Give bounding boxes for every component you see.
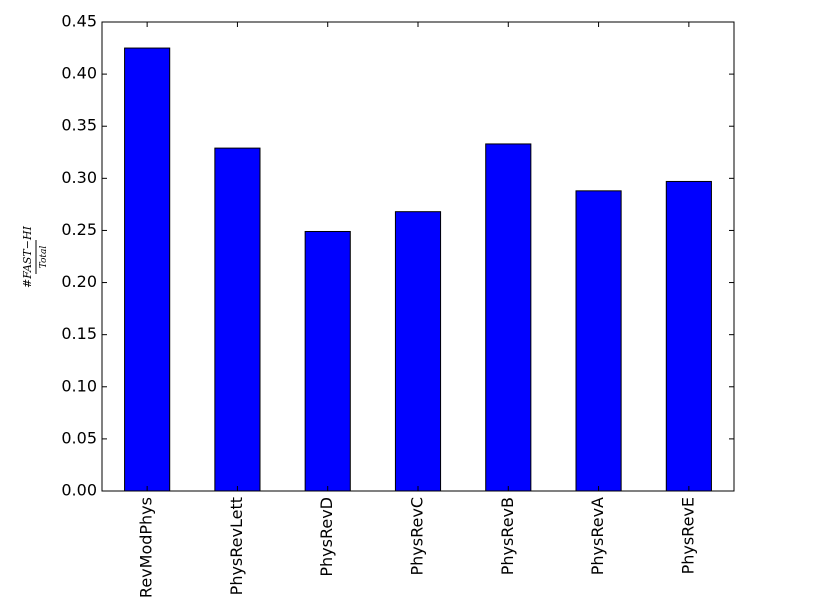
x-tick-label: PhysRevB [498, 497, 517, 575]
bar [485, 143, 532, 492]
x-tick-label: PhysRevA [588, 497, 607, 575]
x-tick-label: PhysRevC [408, 497, 427, 575]
bar [394, 211, 442, 492]
y-tick-label: 0.45 [61, 12, 97, 31]
bar [665, 180, 712, 492]
x-tick-label: PhysRevE [678, 497, 697, 574]
x-tick-label: PhysRevLett [227, 497, 246, 595]
x-tick-label: RevModPhys [137, 497, 156, 598]
bar [124, 47, 171, 492]
y-tick-label: 0.05 [61, 428, 97, 447]
y-tick-label: 0.25 [61, 220, 97, 239]
y-tick-label: 0.30 [61, 168, 97, 187]
bar [214, 147, 261, 492]
bar [575, 190, 622, 492]
x-tick-label: PhysRevD [317, 497, 336, 577]
bar [304, 230, 351, 492]
y-axis-label: #FAST−HI Total [21, 225, 49, 288]
y-tick-label: 0.10 [61, 376, 97, 395]
y-tick-label: 0.35 [61, 116, 97, 135]
y-label-numerator: #FAST−HI [21, 225, 34, 288]
y-tick-label: 0.00 [61, 481, 97, 500]
y-tick-label: 0.40 [61, 64, 97, 83]
y-tick-label: 0.15 [61, 324, 97, 343]
plot-frame [101, 21, 735, 492]
y-tick-label: 0.20 [61, 272, 97, 291]
y-label-denominator: Total [39, 246, 49, 269]
